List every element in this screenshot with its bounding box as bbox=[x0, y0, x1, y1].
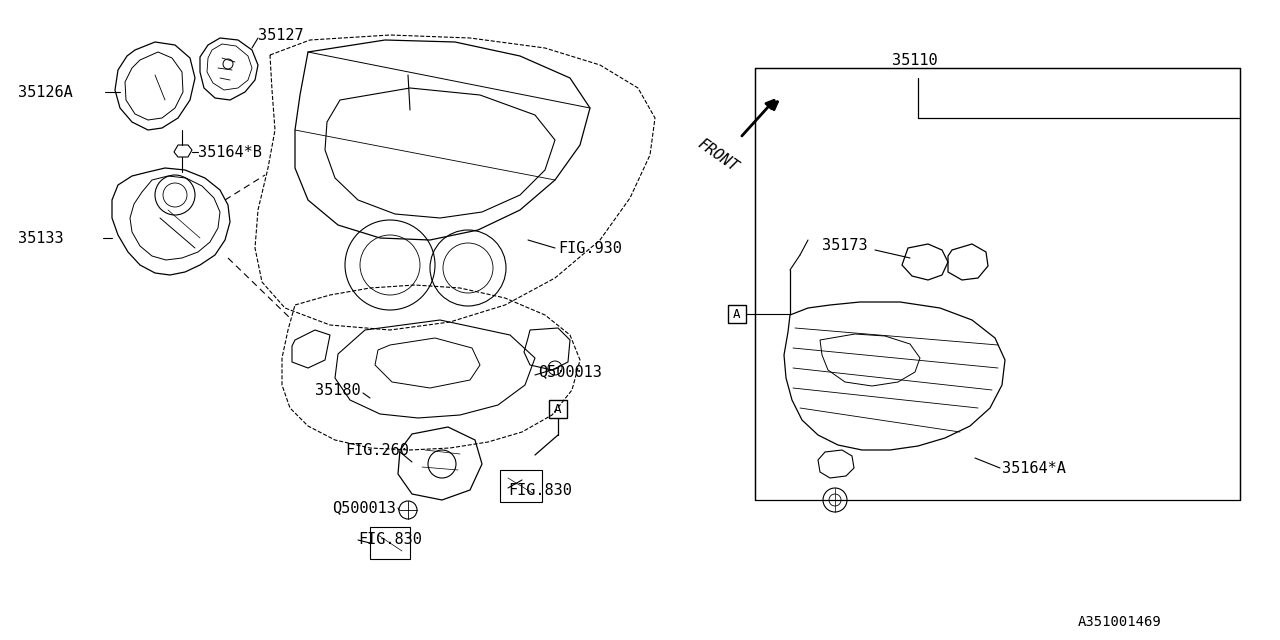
Text: Q500013: Q500013 bbox=[538, 365, 602, 380]
Text: A351001469: A351001469 bbox=[1078, 615, 1162, 629]
Text: 35173: 35173 bbox=[822, 237, 868, 253]
Text: 35127: 35127 bbox=[259, 28, 303, 42]
Text: 35133: 35133 bbox=[18, 230, 64, 246]
Bar bbox=[370, 527, 410, 559]
Text: FIG.830: FIG.830 bbox=[508, 483, 572, 497]
Bar bbox=[728, 305, 746, 323]
Text: FRONT: FRONT bbox=[695, 136, 741, 174]
Text: A: A bbox=[554, 403, 562, 415]
Text: 35164*A: 35164*A bbox=[1002, 461, 1066, 476]
Text: A: A bbox=[733, 307, 741, 321]
Bar bbox=[549, 400, 567, 418]
Text: FIG.830: FIG.830 bbox=[358, 532, 422, 547]
Text: 35126A: 35126A bbox=[18, 84, 73, 99]
Text: 35180: 35180 bbox=[315, 383, 361, 397]
Text: Q500013: Q500013 bbox=[332, 500, 396, 515]
Bar bbox=[500, 470, 541, 502]
Text: 35110: 35110 bbox=[892, 53, 938, 68]
Text: FIG.260: FIG.260 bbox=[346, 442, 408, 458]
Text: FIG.930: FIG.930 bbox=[558, 241, 622, 255]
Text: 35164*B: 35164*B bbox=[198, 145, 262, 159]
